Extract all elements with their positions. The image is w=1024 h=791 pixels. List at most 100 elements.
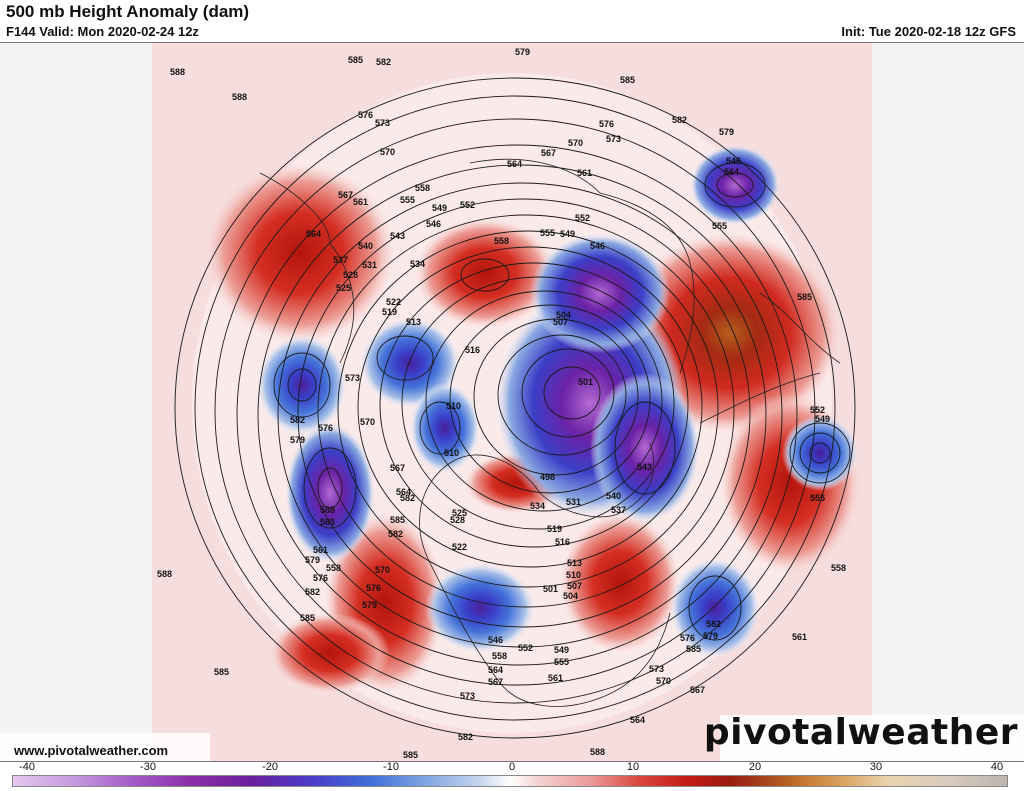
contour-label: 585 [348,55,363,65]
contour-label: 513 [567,558,582,568]
contour-label: 543 [390,231,405,241]
contour-label: 558 [415,183,430,193]
contour-label: 564 [396,487,411,497]
contour-label: 561 [313,545,328,555]
contour-label: 570 [656,676,671,686]
colorbar-tick: 30 [869,761,883,773]
trough-north-atlantic [782,415,858,491]
contour-label: 582 [388,529,403,539]
trough-west-pacific [257,335,347,435]
coastlines [259,158,841,707]
valid-time: F144 Valid: Mon 2020-02-24 12z [6,24,199,39]
contour-label: 528 [450,515,465,525]
contour-label: 546 [488,635,503,645]
anomaly-map[interactable]: 588 585 582 579 585 588 576 573 570 567 … [0,42,1024,762]
ridge-south-pacific [270,613,390,693]
contour-label: 567 [690,685,705,695]
contour-label: 525 [336,283,351,293]
contour-label: 561 [353,197,368,207]
contour-label: 582 [400,493,415,503]
trough-siberia [530,233,670,353]
contour-label: 543 [637,462,652,472]
contour-label: 531 [362,260,377,270]
contour-label: 540 [358,241,373,251]
contour-label: 522 [452,542,467,552]
colorbar-tick: -40 [19,761,35,773]
contour-labels: 588 585 582 579 585 588 576 573 570 567 … [157,47,846,760]
contour-label: 582 [376,57,391,67]
contour-label: 576 [366,583,381,593]
trough-mid-atlantic [670,558,760,658]
contour-label: 528 [343,270,358,280]
contour-label: 582 [706,619,721,629]
contour-label: 585 [403,750,418,760]
contour-label: 555 [712,221,727,231]
colorbar-tick: 10 [626,761,640,773]
contour-label: 564 [724,167,739,177]
contour-label: 579 [515,47,530,57]
contour-label: 585 [797,292,812,302]
website-link[interactable]: www.pivotalweather.com [14,743,169,758]
contour-label: 549 [815,414,830,424]
contour-label: 558 [326,563,341,573]
contour-label: 549 [554,645,569,655]
contour-label: 588 [157,569,172,579]
contour-label: 576 [318,423,333,433]
contour-label: 564 [306,229,321,239]
contour-label: 507 [553,317,568,327]
contour-label: 579 [305,555,320,565]
contour-label: 516 [555,537,570,547]
contour-label: 507 [567,581,582,591]
height-contours [174,77,856,739]
map-canvas: 588 585 582 579 585 588 576 573 570 567 … [0,43,1024,761]
contour-label: 567 [390,463,405,473]
contour-label: 570 [360,417,375,427]
contour-label: 534 [530,501,545,511]
contour-label: 522 [386,297,401,307]
contour-label: 558 [831,563,846,573]
contour-label: 582 [672,115,687,125]
contour-label: 585 [300,613,315,623]
contour-label: 510 [446,401,461,411]
contour-label: 534 [410,259,425,269]
contour-label: 519 [547,524,562,534]
contour-label: 573 [606,134,621,144]
contour-label: 588 [320,505,335,515]
contour-label: 582 [290,415,305,425]
contour-label: 504 [563,591,578,601]
colorbar-tick: -10 [383,761,399,773]
contour-label: 558 [494,236,509,246]
contour-label: 567 [541,148,556,158]
contour-label: 498 [540,472,555,482]
contour-label: 585 [620,75,635,85]
brand-logo: pivotalweather [703,712,1018,753]
contour-label: 537 [333,255,348,265]
contour-label: 558 [492,651,507,661]
contour-label: 576 [680,633,695,643]
contour-label: 576 [313,573,328,583]
contour-label: 573 [649,664,664,674]
trough-greenland [590,373,700,523]
ridge-pacific-west [205,163,395,343]
contour-label: 531 [566,497,581,507]
trough-canada [410,383,480,473]
contour-label: 546 [426,219,441,229]
contour-label: 567 [488,677,503,687]
contour-label: 561 [577,168,592,178]
contour-label: 570 [375,565,390,575]
contour-label: 510 [444,448,459,458]
contour-label: 588 [590,747,605,757]
colorbar [12,775,1008,787]
contour-label: 585 [686,644,701,654]
contour-label: 552 [810,405,825,415]
contour-label: 579 [719,127,734,137]
init-time: Init: Tue 2020-02-18 12z GFS [841,24,1016,39]
contour-label: 570 [380,147,395,157]
contour-label: 564 [488,665,503,675]
trough-western-us [425,563,535,653]
contour-label: 555 [540,228,555,238]
colorbar-tick: 20 [748,761,762,773]
contour-label: 537 [611,505,626,515]
contour-label: 579 [703,631,718,641]
contour-label: 555 [400,195,415,205]
